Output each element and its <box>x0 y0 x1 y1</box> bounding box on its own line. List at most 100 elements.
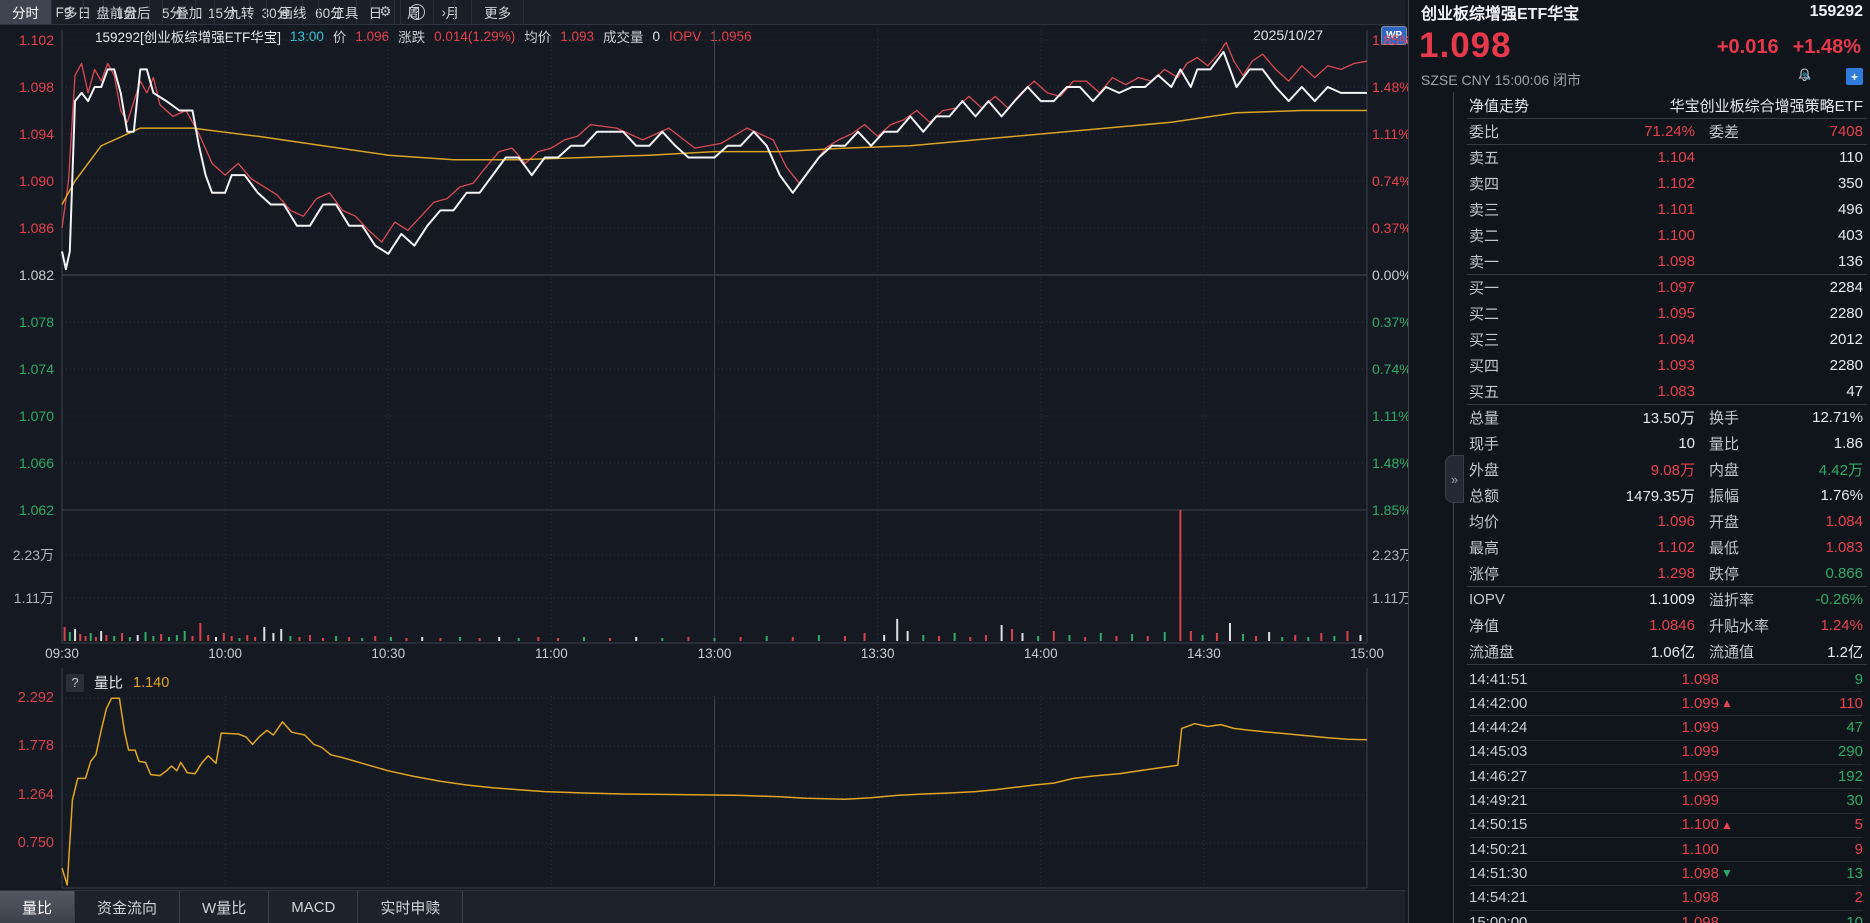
plus-icon[interactable]: + <box>1846 68 1863 85</box>
menu-item-叠加[interactable]: 叠加 <box>163 0 216 24</box>
tick-row[interactable]: 14:51:30 1.098 ▼ 13 <box>1469 861 1863 887</box>
arrow-up-icon: ▲ <box>1721 696 1733 711</box>
menu-item-分时[interactable]: 分时 <box>0 0 52 24</box>
panel-divider <box>1467 404 1867 405</box>
row-label: IOPV <box>1469 590 1505 608</box>
tab-量比[interactable]: 量比 <box>0 891 76 923</box>
row-value: 1.298 <box>1657 564 1695 582</box>
tick-row[interactable]: 14:45:03 1.099 290 <box>1469 740 1863 765</box>
row-label: 流通盘 <box>1469 643 1515 661</box>
iopv-value: 1.0956 <box>710 28 752 44</box>
level-price: 1.094 <box>1657 330 1695 348</box>
menu-item-九转[interactable]: 九转 <box>215 0 268 24</box>
price-change: +0.016 +1.48% <box>1717 36 1861 59</box>
bid-row[interactable]: 买五 1.083 47 <box>1469 378 1863 404</box>
level-volume: 350 <box>1837 174 1863 192</box>
bid-row[interactable]: 买三 1.094 2012 <box>1469 326 1863 352</box>
bid-row[interactable]: 买一 1.097 2284 <box>1469 274 1863 300</box>
avg-value: 1.093 <box>560 28 594 44</box>
menu-item-30分[interactable]: 30分 <box>250 0 304 24</box>
menu-item-画线[interactable]: 画线 <box>267 0 320 24</box>
tick-row[interactable]: 14:50:21 1.100 9 <box>1469 837 1863 863</box>
menu-item-日[interactable]: 日 <box>357 0 396 24</box>
help-icon[interactable]: ? <box>401 0 434 24</box>
tick-volume: 5 <box>1854 816 1863 834</box>
ask-row[interactable]: 卖五 1.104 110 <box>1469 144 1863 170</box>
tab-W量比[interactable]: W量比 <box>180 891 270 923</box>
chart-info-header: 159292[创业板综增强ETF华宝] 13:00 价 1.096 涨跌 0.0… <box>95 26 752 46</box>
tick-row[interactable]: 14:49:21 1.099 30 <box>1469 789 1863 814</box>
tick-row[interactable]: 14:41:51 1.098 9 <box>1469 667 1863 692</box>
change-percent: +1.48% <box>1792 36 1861 58</box>
ask-row[interactable]: 卖二 1.100 403 <box>1469 222 1863 248</box>
gear-icon[interactable]: ⚙ <box>371 0 401 24</box>
panel-divider <box>1467 664 1867 665</box>
tick-row[interactable]: 14:42:00 1.099 ▲ 110 <box>1469 691 1863 717</box>
y-axis-price-label: 1.090 <box>18 173 54 189</box>
wp-badge-icon[interactable]: WP <box>1381 26 1407 45</box>
nav-row: 净值走势 华宝创业板综合增强策略ETF <box>1469 92 1863 118</box>
tick-row[interactable]: 14:46:27 1.099 192 <box>1469 764 1863 790</box>
menu-item-60分[interactable]: 60分 <box>303 0 357 24</box>
ask-row[interactable]: 卖三 1.101 496 <box>1469 196 1863 222</box>
menu-item-盘前盘后[interactable]: 盘前盘后 <box>84 0 164 24</box>
bid-row[interactable]: 买二 1.095 2280 <box>1469 300 1863 326</box>
y-axis-percent-label: 1.11% <box>1372 126 1411 142</box>
row-label: 最高 <box>1469 539 1500 557</box>
row-label: 总额 <box>1469 487 1500 505</box>
tick-time: 14:54:21 <box>1469 889 1528 907</box>
bell-icon[interactable] <box>1798 68 1839 85</box>
menu-item-更多[interactable]: 更多 <box>472 0 525 24</box>
pencil-icon[interactable]: ✎ <box>1801 69 1812 84</box>
tick-row[interactable]: 14:50:15 1.100 ▲ 5 <box>1469 813 1863 838</box>
time-axis-label: 13:30 <box>860 646 895 661</box>
level-volume: 110 <box>1839 148 1863 166</box>
level-volume: 2280 <box>1829 304 1863 322</box>
tick-price: 1.098 <box>1681 670 1719 688</box>
tab-MACD[interactable]: MACD <box>269 891 359 923</box>
menu-item-5分[interactable]: 5分 <box>150 0 197 24</box>
y-axis-price-label: 1.098 <box>18 79 54 95</box>
tab-资金流向[interactable]: 资金流向 <box>75 891 181 923</box>
menu-item-F9[interactable]: F9 <box>44 0 85 24</box>
bid-row[interactable]: 买四 1.093 2280 <box>1469 352 1863 378</box>
row-label: 外盘 <box>1469 461 1500 479</box>
tick-volume: 2 <box>1854 889 1863 907</box>
tick-price: 1.099 <box>1681 792 1719 809</box>
row-value: 1.102 <box>1657 538 1695 556</box>
stat-row: 流通盘 1.06亿 流通值 1.2亿 <box>1469 638 1863 664</box>
tick-row[interactable]: 14:54:21 1.098 2 <box>1469 886 1863 911</box>
symbol-label: 159292[创业板综增强ETF华宝] <box>95 30 282 45</box>
chevron-right-icon[interactable]: › <box>434 0 455 24</box>
menu-item-1分[interactable]: 1分 <box>104 0 151 24</box>
tick-price: 1.099 <box>1681 719 1719 737</box>
row-value: 1.1009 <box>1649 590 1695 608</box>
menu-item-工具[interactable]: 工具 <box>319 0 372 24</box>
ask-row[interactable]: 卖四 1.102 350 <box>1469 170 1863 196</box>
row-label: 升贴水率 <box>1709 617 1770 635</box>
collapse-panel-handle[interactable]: » <box>1445 455 1464 503</box>
tick-row[interactable]: 15:00:00 1.098 10 <box>1469 910 1863 923</box>
menu-item-月[interactable]: 月 <box>434 0 473 24</box>
tab-实时申赎[interactable]: 实时申赎 <box>358 891 464 923</box>
row-label: 最低 <box>1709 539 1740 557</box>
tick-time: 14:41:51 <box>1469 670 1528 688</box>
level-volume: 2284 <box>1829 278 1863 296</box>
intraday-chart-canvas[interactable] <box>0 0 1405 923</box>
row-value: 1.096 <box>1657 512 1695 530</box>
tick-row[interactable]: 14:44:24 1.099 47 <box>1469 716 1863 741</box>
tick-time: 14:46:27 <box>1469 767 1528 785</box>
indicator-tab-bar: 量比 资金流向 W量比 MACD 实时申赎 <box>0 890 1405 923</box>
y-axis-percent-label: 0.37% <box>1372 314 1412 330</box>
tick-time: 15:00:00 <box>1469 913 1528 923</box>
stat-row: 涨停 1.298 跌停 0.866 <box>1469 560 1863 586</box>
y-axis-percent-label: 1.11% <box>1372 408 1411 424</box>
ask-row[interactable]: 卖一 1.098 136 <box>1469 248 1863 274</box>
stat-row: 外盘 9.08万 内盘 4.42万 <box>1469 456 1863 482</box>
row-value: 1.084 <box>1825 512 1863 530</box>
help-icon[interactable]: ? <box>66 673 84 692</box>
avg-label: 均价 <box>524 30 552 45</box>
row-label: 净值 <box>1469 617 1500 635</box>
level-label: 买一 <box>1469 279 1500 297</box>
